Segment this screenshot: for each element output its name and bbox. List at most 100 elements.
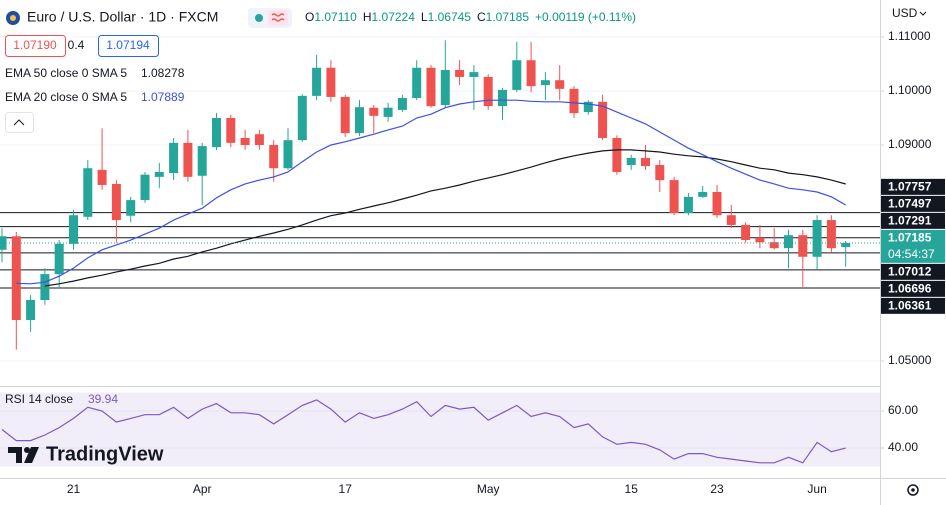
- candle-body: [283, 140, 293, 169]
- sell-box[interactable]: [5, 35, 66, 57]
- y-tick-label: 1.11000: [888, 29, 931, 43]
- candle-body: [726, 215, 736, 225]
- level-label: 1.07012: [888, 265, 932, 279]
- market-open-dot: [255, 14, 263, 22]
- candle-body: [383, 107, 393, 117]
- rsi-pane: [1, 399, 846, 464]
- candle-body: [440, 69, 450, 106]
- price-axis: 1.05000 1.09000 1.10000 1.11000 40.00 60.00 1.…: [880, 29, 945, 454]
- candle-body: [426, 67, 436, 107]
- spread: 0.4: [68, 38, 85, 52]
- candle-body: [483, 76, 493, 107]
- candle-body: [326, 67, 336, 97]
- ohlc-key: L: [421, 10, 428, 24]
- candle-body: [512, 60, 522, 90]
- y-tick-label: 1.10000: [888, 83, 932, 97]
- candle-body: [83, 168, 93, 217]
- candle-body: [397, 98, 407, 110]
- candle-body: [755, 237, 765, 243]
- x-tick-label: 15: [625, 482, 639, 496]
- candle-body: [97, 169, 107, 185]
- ohlc-key: C: [477, 10, 486, 24]
- candle-body: [698, 191, 708, 197]
- candle-body: [641, 157, 650, 167]
- x-tick-label: 17: [339, 482, 353, 496]
- level-label-bg: [881, 212, 945, 229]
- candle-body: [54, 243, 64, 275]
- bid-price: 1.07190: [13, 38, 57, 52]
- data-icon-bg: [268, 10, 288, 26]
- candle-body: [655, 164, 665, 181]
- candle-body: [583, 101, 593, 113]
- candle-body: [669, 180, 679, 214]
- x-tick-label: May: [477, 482, 500, 496]
- level-label-bg: [881, 178, 945, 195]
- logo-mark: [8, 447, 22, 463]
- ohlc-key: H: [363, 10, 372, 24]
- settings-button[interactable]: [907, 484, 919, 496]
- level-label: 1.07291: [888, 214, 932, 228]
- countdown: 04:54:37: [888, 247, 935, 261]
- ohlc-readout: O1.07110 H1.07224 L1.06745 C1.07185 +0.00119…: [305, 10, 636, 24]
- candle-body: [498, 89, 507, 107]
- candle-body: [111, 183, 121, 221]
- y-tick-label: 60.00: [888, 403, 918, 417]
- candle-body: [741, 224, 751, 241]
- level-label-bg: [881, 263, 945, 280]
- candle-body: [355, 107, 364, 134]
- ask-price: 1.07194: [106, 38, 150, 52]
- ohlc-value: 1.06745: [428, 10, 472, 24]
- candle-body: [412, 67, 422, 99]
- candle-body: [540, 80, 550, 86]
- candle-body: [312, 67, 322, 96]
- candle-body: [11, 236, 21, 320]
- candle-body: [626, 157, 636, 165]
- candle-body: [826, 220, 836, 249]
- buy-box[interactable]: [98, 35, 159, 57]
- candle-body: [40, 274, 50, 300]
- x-tick-label: Apr: [193, 482, 212, 496]
- candle-body: [169, 142, 179, 174]
- level-label: 1.06361: [888, 299, 932, 313]
- rsi-band: [0, 392, 880, 467]
- legend-label: EMA 20 close 0 SMA 5: [5, 90, 127, 104]
- candle-body: [455, 69, 465, 77]
- logo-dot: [24, 447, 30, 453]
- collapse-button[interactable]: [5, 112, 34, 133]
- candle-body: [712, 191, 722, 216]
- candle-body: [254, 134, 264, 146]
- candle-body: [798, 235, 808, 257]
- candle-body: [769, 242, 779, 249]
- candle-body: [269, 145, 279, 169]
- time-axis: 21 Apr 17 May 15 23 Jun: [67, 482, 827, 496]
- x-tick-label: 23: [710, 482, 724, 496]
- symbol-flag-star: [10, 15, 16, 21]
- ohlc-value: 1.07224: [372, 10, 416, 24]
- candle-body: [297, 95, 307, 141]
- candle-body: [69, 215, 78, 244]
- candle-body: [183, 142, 193, 177]
- candle-body: [212, 118, 221, 148]
- indicator-line: [16, 99, 846, 285]
- indicator-line: [44, 149, 846, 287]
- candle-body: [683, 196, 693, 214]
- ohlc-value: 1.07110: [314, 10, 357, 24]
- last-price-label: 1.07185: [888, 231, 932, 245]
- level-label-bg: [881, 280, 945, 297]
- currency-chevron: [919, 11, 927, 16]
- collapse-icon: [13, 119, 25, 126]
- candle-body: [197, 146, 207, 176]
- candle-body: [26, 299, 36, 320]
- logo-text: TradingView: [46, 443, 164, 465]
- candle-body: [226, 118, 236, 143]
- currency[interactable]: USD: [892, 6, 918, 20]
- settings-dot: [911, 488, 915, 492]
- candle-body: [340, 96, 350, 134]
- legend-value: 1.07889: [141, 90, 185, 104]
- candle-body: [612, 137, 622, 173]
- candle-body: [784, 235, 793, 249]
- level-label: 1.07757: [888, 180, 932, 194]
- candle-body: [598, 101, 608, 138]
- level-label-bg: [881, 297, 945, 314]
